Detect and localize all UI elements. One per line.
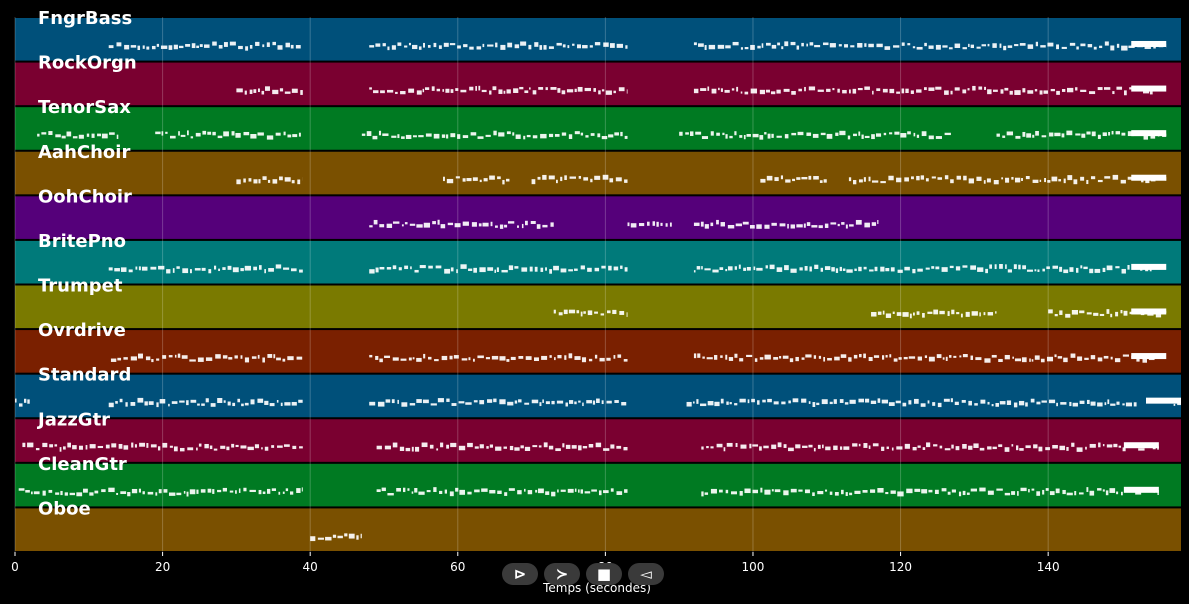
play-button[interactable]: ⊳ [502, 563, 538, 585]
lane-aahchoir [15, 152, 1181, 195]
x-tick-label: 140 [1037, 560, 1060, 574]
sustain-note [1131, 130, 1166, 136]
lane-label: Trumpet [38, 276, 123, 297]
sustain-note [1124, 442, 1159, 448]
lane-rockorgn [15, 63, 1181, 106]
lane-cleangtr [15, 464, 1181, 507]
back-button[interactable]: ◅ [628, 563, 664, 585]
lane-label: AahChoir [38, 142, 130, 163]
lane-label: BritePno [38, 231, 126, 252]
x-tick-label: 120 [889, 560, 912, 574]
x-tick-label: 60 [450, 560, 465, 574]
playback-controls: ⊳ ≻ ■ ◅ [502, 563, 664, 587]
lane-label: Oboe [38, 498, 91, 519]
sustain-note [1146, 398, 1181, 404]
lane-label: Ovrdrive [38, 320, 126, 341]
lane-label: FngrBass [38, 8, 132, 29]
forward-button[interactable]: ≻ [544, 563, 580, 585]
x-tick-label: 0 [11, 560, 19, 574]
sustain-note [1131, 86, 1166, 92]
lane-tenorsax [15, 107, 1181, 150]
sustain-note [1131, 264, 1166, 270]
sustain-note [1131, 353, 1166, 359]
lane-standard [15, 375, 1181, 418]
lane-label: OohChoir [38, 186, 132, 207]
lane-label: Standard [38, 365, 131, 386]
lane-label: JazzGtr [36, 409, 110, 430]
lane-trumpet [15, 286, 1181, 329]
x-tick-label: 40 [303, 560, 318, 574]
lane-label: CleanGtr [38, 454, 127, 475]
sustain-note [1131, 41, 1166, 47]
sustain-note [1124, 487, 1159, 493]
lane-label: RockOrgn [38, 53, 137, 74]
sustain-note [1131, 308, 1166, 314]
lane-oohchoir [15, 196, 1181, 239]
lane-fngrbass [15, 18, 1181, 61]
lanes [15, 18, 1181, 551]
x-tick-label: 20 [155, 560, 170, 574]
lane-britepno [15, 241, 1181, 284]
stop-button[interactable]: ■ [586, 563, 622, 585]
sustain-note [1131, 175, 1166, 181]
x-tick-label: 100 [742, 560, 765, 574]
lane-oboe [15, 508, 1181, 551]
lane-ovrdrive [15, 330, 1181, 373]
lane-jazzgtr [15, 419, 1181, 462]
lane-label: TenorSax [38, 97, 131, 118]
